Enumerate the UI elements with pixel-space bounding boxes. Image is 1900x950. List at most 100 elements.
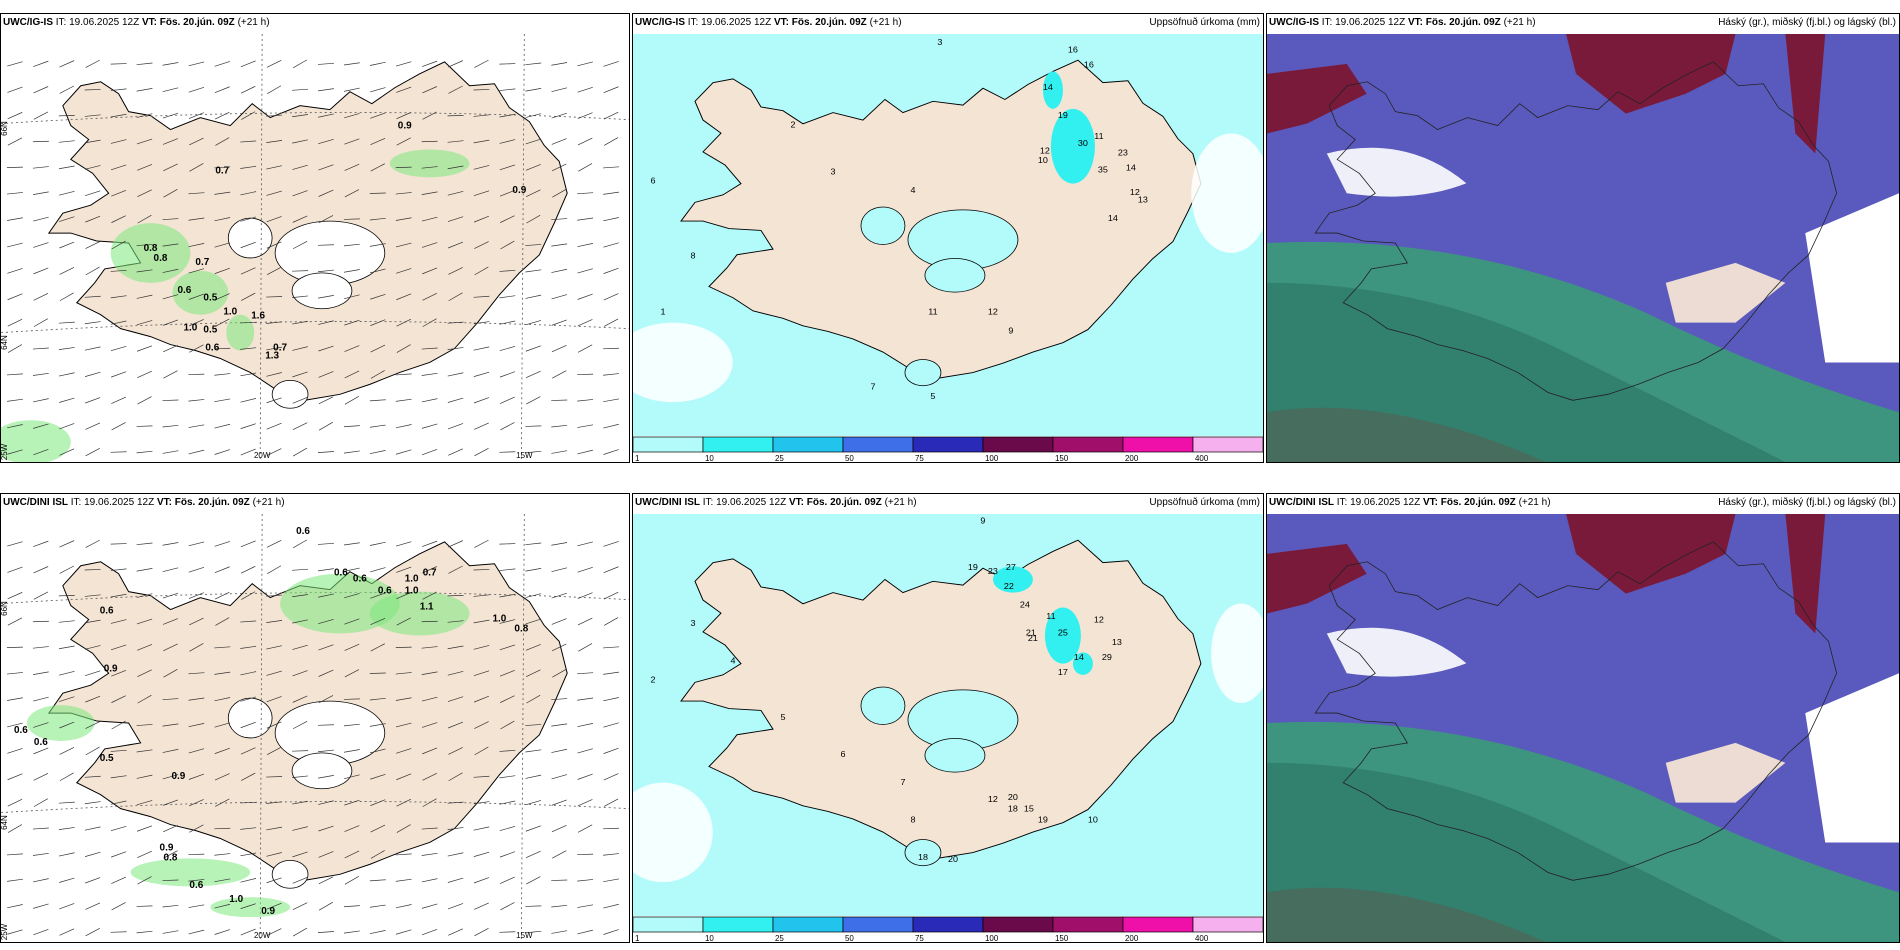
iceland-group [1314,541,1838,881]
wind-barb [525,269,542,273]
wind-barb [214,541,230,547]
wind-barb [214,827,231,830]
wind-barb [162,748,179,753]
wind-barb [578,643,593,652]
wind-barb [266,165,283,170]
wind-barb [110,543,127,545]
precip-value: 6 [650,176,655,186]
wind-barb [317,244,334,246]
wind-gust-value: 0.9 [512,185,526,196]
wind-barb [552,668,567,678]
wind-gust-value: 0.9 [104,663,118,674]
wind-barb [58,594,75,597]
wind-barb [292,422,308,430]
colorbar-tick: 100 [985,934,999,942]
wind-gust-value: 0.6 [353,574,367,585]
wind-barb [448,721,464,729]
colorbar-swatch [912,436,984,453]
wind-barb [369,904,386,908]
wind-barb [162,723,179,727]
wind-barb [7,61,23,67]
wind-barb [292,750,309,752]
wind-barb [188,697,205,701]
wind-barb [369,450,386,455]
wind-barb [369,930,386,935]
wind-barb [162,218,179,221]
wind-barb [370,617,386,626]
precip-value: 21 [1026,628,1036,638]
wind-barb [240,398,257,403]
wind-barb [473,295,490,298]
wind-barb [162,618,178,625]
wind-barb [85,746,100,756]
wind-shading [226,314,255,351]
wind-barb [7,798,23,807]
wind-barb [551,399,568,401]
wind-gust-value: 0.6 [378,586,392,597]
wind-barb [447,903,464,910]
wind-barb [525,644,541,651]
wind-barb [499,164,516,171]
wind-barb [369,424,386,428]
wind-barb [136,320,153,326]
colorbar-tick: 50 [845,934,854,942]
wind-barb [395,449,412,455]
wind-barb [499,749,516,752]
wind-barb [422,318,437,327]
precip-value: 16 [1084,60,1094,70]
wind-barb [525,345,541,352]
wind-barb [421,140,438,143]
wind-barb [395,646,412,649]
wind-barb [344,345,360,352]
glacier [271,859,309,889]
gridline-20w [259,34,263,462]
wind-barb [603,541,619,547]
colorbar-swatch [633,916,704,933]
wind-barb [136,138,153,145]
wind-barb [370,850,385,859]
land-visible [1665,742,1786,803]
wind-barb [447,165,464,170]
wind-barb [110,568,127,571]
wind-barb [421,852,438,856]
wind-barb [292,215,308,223]
wind-barb [59,928,75,936]
wind-barb [499,775,516,779]
colorbar-swatch [1192,916,1263,933]
wind-barb [526,214,541,224]
wind-barb [552,188,567,198]
wind-barb [214,111,230,120]
wind-barb [110,346,127,352]
wind-barb [162,904,179,908]
axis-label: 25W [1,923,9,940]
wind-barb [422,448,438,456]
wind-barb [551,112,567,119]
wind-barb [33,566,49,574]
precip-map: 3 16 16 14 19 30 11 12 10 23 14 35 12 13 14 11 12 9 7 5 4 3 2 6… [633,34,1263,436]
wind-barb [603,86,619,94]
wind-barb [344,825,360,832]
wind-barb [447,114,464,117]
wind-barb [473,877,490,884]
wind-barb [110,320,127,325]
wind-barb [370,370,385,379]
wind-barb [603,646,620,649]
wind-barb [447,372,464,377]
precip-value: 17 [1058,667,1068,677]
wind-barb [266,645,283,650]
wind-barb [577,929,593,935]
wind-barb [214,347,231,350]
wind-gust-value: 0.6 [14,725,28,736]
colorbar-tick: 400 [1195,934,1209,942]
wind-barb [552,850,567,859]
precip-value: 18 [1008,804,1018,814]
wind-barb [7,137,23,146]
wind-barb [111,851,127,858]
wind-barb [292,295,309,298]
wind-barb [111,669,127,677]
wind-barb [551,542,568,546]
wind-barb [84,371,101,377]
colorbar-tick: 75 [915,454,924,462]
wind-barb [344,593,360,599]
wind-barb [188,853,205,856]
